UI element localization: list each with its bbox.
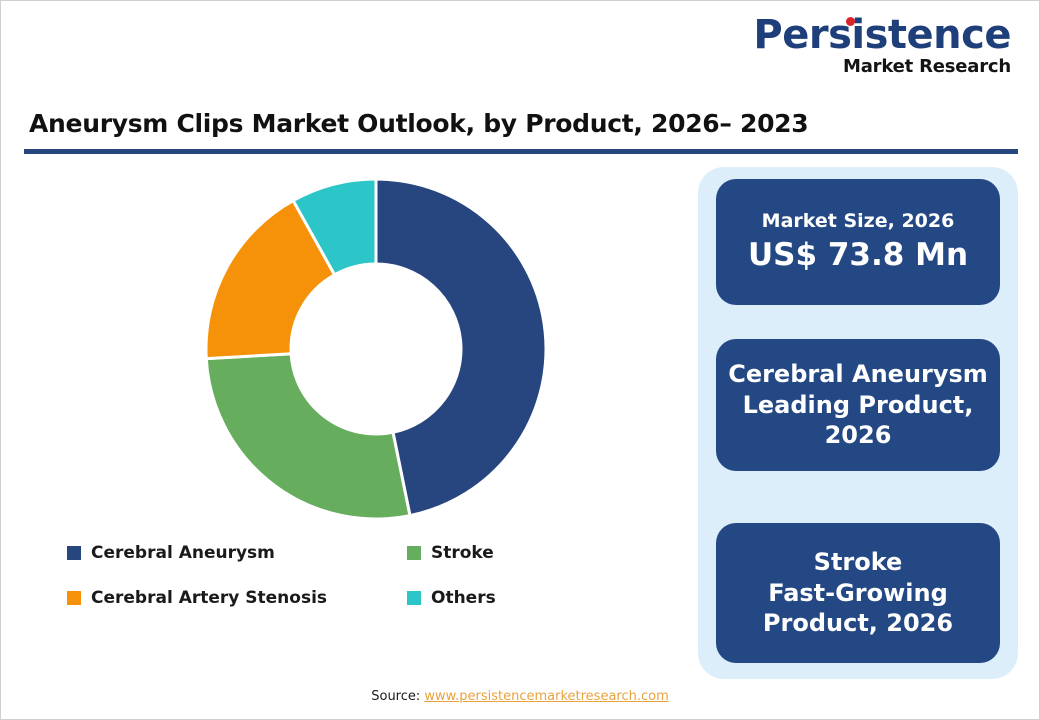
fast-growing-line-1: Stroke: [813, 547, 903, 576]
logo-wordmark-text: Persistence: [753, 12, 1011, 58]
highlight-card-leading-product: Cerebral Aneurysm Leading Product, 2026: [716, 339, 1000, 471]
donut-slice-cerebral-artery-stenosis[interactable]: [204, 198, 337, 361]
donut-slice-others[interactable]: [291, 177, 378, 277]
donut-slice-cerebral-aneurysm[interactable]: [374, 177, 548, 518]
market-size-value: US$ 73.8 Mn: [747, 237, 969, 274]
legend-label: Cerebral Artery Stenosis: [91, 588, 328, 608]
highlight-card-market-size: Market Size, 2026 US$ 73.8 Mn: [716, 179, 1000, 305]
fast-growing-line-2: Fast-Growing: [768, 578, 948, 607]
legend-item-cerebral-artery-stenosis[interactable]: Cerebral Artery Stenosis: [67, 588, 407, 608]
legend-swatch-icon: [407, 591, 421, 605]
chart-legend: Cerebral Aneurysm Stroke Cerebral Artery…: [67, 543, 627, 608]
legend-label: Others: [431, 588, 496, 608]
logo-red-dot-icon: [846, 17, 856, 26]
logo-tagline: Market Research: [842, 56, 1011, 77]
donut-slice-group: [204, 177, 548, 521]
legend-item-others[interactable]: Others: [407, 588, 627, 608]
legend-swatch-icon: [407, 546, 421, 560]
market-size-label: Market Size, 2026: [761, 209, 955, 232]
legend-item-stroke[interactable]: Stroke: [407, 543, 627, 563]
legend-item-cerebral-aneurysm[interactable]: Cerebral Aneurysm: [67, 543, 407, 563]
source-prefix: Source:: [371, 689, 425, 704]
fast-growing-line-3: Product, 2026: [762, 609, 954, 638]
legend-swatch-icon: [67, 591, 81, 605]
page-title: Aneurysm Clips Market Outlook, by Produc…: [29, 109, 809, 138]
title-divider: [24, 149, 1018, 154]
leading-product-line-1: Cerebral Aneurysm: [728, 359, 988, 388]
highlight-card-fast-growing-product: Stroke Fast-Growing Product, 2026: [716, 523, 1000, 663]
legend-swatch-icon: [67, 546, 81, 560]
source-url-link[interactable]: www.persistencemarketresearch.com: [424, 689, 669, 704]
leading-product-line-3: 2026: [824, 421, 892, 450]
highlights-panel: Market Size, 2026 US$ 73.8 Mn Cerebral A…: [698, 167, 1018, 679]
source-line: Source: www.persistencemarketresearch.co…: [1, 689, 1039, 704]
legend-label: Stroke: [431, 543, 494, 563]
donut-chart-svg: [204, 177, 548, 521]
brand-logo: Persistence Market Research: [753, 15, 1011, 76]
donut-slice-stroke[interactable]: [204, 352, 412, 521]
logo-wordmark: Persistence: [753, 15, 1011, 55]
donut-chart: [196, 169, 556, 529]
leading-product-line-2: Leading Product,: [742, 390, 974, 419]
legend-label: Cerebral Aneurysm: [91, 543, 275, 563]
